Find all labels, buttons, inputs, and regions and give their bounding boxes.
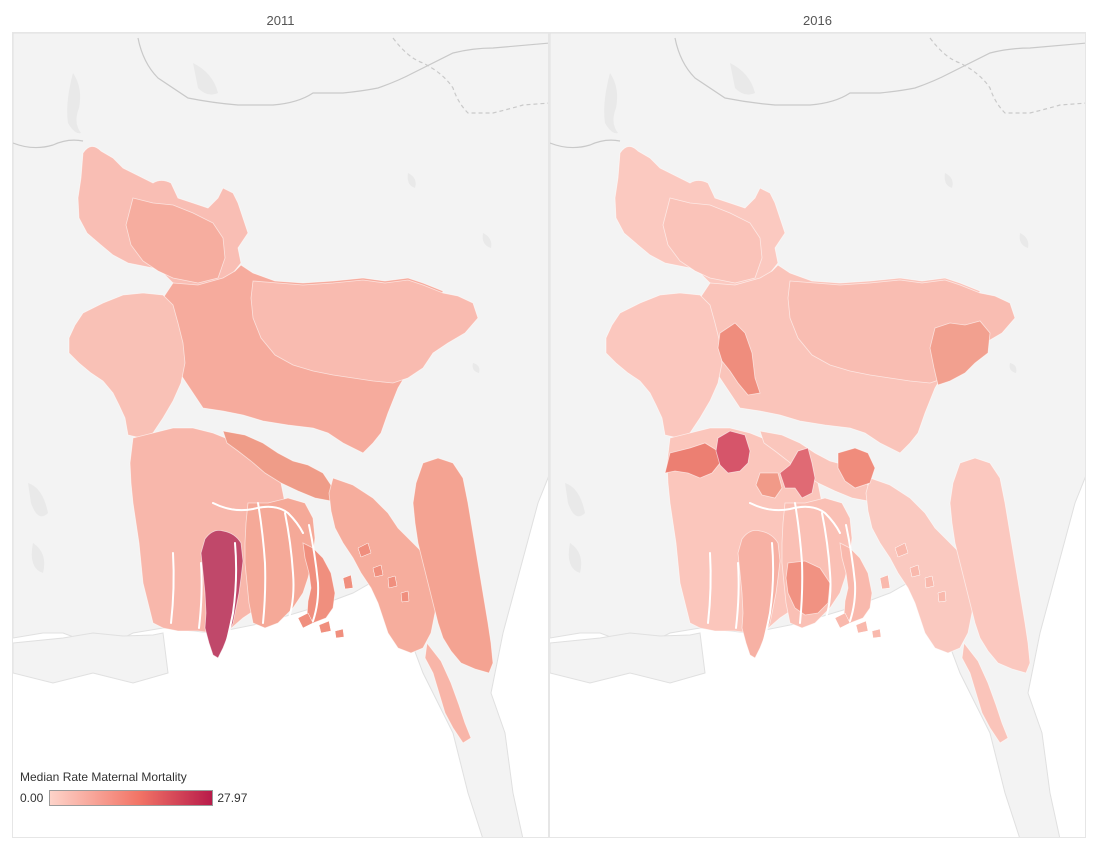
river-0 — [749, 502, 841, 534]
island-1[interactable] — [855, 620, 869, 634]
lake-3 — [1019, 233, 1029, 248]
lake-2 — [944, 173, 953, 188]
lake-5 — [1009, 363, 1017, 373]
river-2 — [284, 512, 295, 619]
district-patuakhali-area[interactable] — [785, 560, 831, 616]
country-border-1 — [13, 139, 84, 149]
district-region-patuakhali[interactable] — [200, 529, 244, 659]
river-3 — [224, 542, 238, 649]
map-panel-2016[interactable] — [549, 32, 1086, 838]
lake-2 — [407, 173, 416, 188]
lake-1 — [193, 63, 218, 95]
country-border-2 — [929, 37, 1085, 114]
river-1 — [794, 502, 804, 624]
district-region-hill-tracts[interactable] — [949, 457, 1031, 674]
legend-title: Median Rate Maternal Mortality — [20, 770, 187, 784]
country-border-2 — [392, 37, 548, 114]
river-2 — [821, 512, 832, 619]
river-3 — [761, 542, 775, 649]
island-6[interactable] — [924, 575, 935, 589]
district-comilla[interactable] — [837, 447, 876, 489]
island-3[interactable] — [342, 574, 354, 590]
district-region-chittagong[interactable] — [328, 477, 439, 654]
neighbor-land-1 — [550, 632, 706, 684]
district-faridpur[interactable] — [715, 430, 751, 474]
country-border-0 — [674, 37, 1085, 106]
color-legend: Median Rate Maternal Mortality 0.00 27.9… — [20, 770, 247, 806]
district-tangail[interactable] — [717, 322, 761, 396]
neighbor-land-1 — [13, 632, 169, 684]
district-rajbari[interactable] — [664, 442, 721, 479]
legend-color-ramp — [49, 790, 214, 806]
district-region-patuakhali[interactable] — [737, 529, 781, 659]
island-2[interactable] — [334, 628, 345, 639]
river-4 — [845, 524, 857, 622]
panel-title-2016: 2016 — [803, 13, 832, 28]
district-region-chittagong[interactable] — [865, 477, 976, 654]
district-region-hill-tracts[interactable] — [412, 457, 494, 674]
island-0[interactable] — [297, 612, 314, 629]
river-4 — [308, 524, 320, 622]
district-region-coast[interactable] — [961, 642, 1009, 744]
lake-6 — [28, 483, 48, 517]
island-4[interactable] — [894, 542, 909, 558]
district-region-coast[interactable] — [424, 642, 472, 744]
lake-7 — [31, 543, 45, 573]
island-1[interactable] — [318, 620, 332, 634]
lake-1 — [730, 63, 755, 95]
island-3[interactable] — [879, 574, 891, 590]
island-4[interactable] — [357, 542, 372, 558]
legend-max-value: 27.97 — [217, 791, 248, 805]
lake-7 — [568, 543, 582, 573]
river-5 — [170, 552, 175, 624]
district-shariatpur[interactable] — [779, 447, 816, 499]
legend-min-value: 0.00 — [20, 791, 44, 805]
district-sylhet-east[interactable] — [929, 320, 991, 386]
lake-6 — [565, 483, 585, 517]
island-7[interactable] — [400, 590, 410, 603]
district-region-rangpur[interactable] — [662, 197, 763, 284]
map-panel-2011[interactable] — [12, 32, 549, 838]
country-border-1 — [550, 139, 621, 149]
river-1 — [257, 502, 267, 624]
island-0[interactable] — [834, 612, 851, 629]
river-5 — [707, 552, 712, 624]
district-region-northeast[interactable] — [250, 279, 479, 384]
lake-3 — [482, 233, 492, 248]
island-5[interactable] — [372, 564, 384, 578]
river-0 — [212, 502, 304, 534]
river-6 — [735, 562, 740, 629]
river-6 — [198, 562, 203, 629]
map-2011[interactable] — [13, 33, 549, 838]
lake-0 — [67, 73, 81, 134]
country-border-0 — [137, 37, 548, 106]
island-5[interactable] — [909, 564, 921, 578]
panel-title-2011: 2011 — [266, 13, 295, 28]
lake-0 — [604, 73, 618, 134]
island-7[interactable] — [937, 590, 947, 603]
lake-5 — [472, 363, 480, 373]
island-2[interactable] — [871, 628, 882, 639]
district-region-rangpur[interactable] — [125, 197, 226, 284]
island-6[interactable] — [387, 575, 398, 589]
map-2016[interactable] — [550, 33, 1086, 838]
district-madaripur[interactable] — [755, 472, 783, 499]
